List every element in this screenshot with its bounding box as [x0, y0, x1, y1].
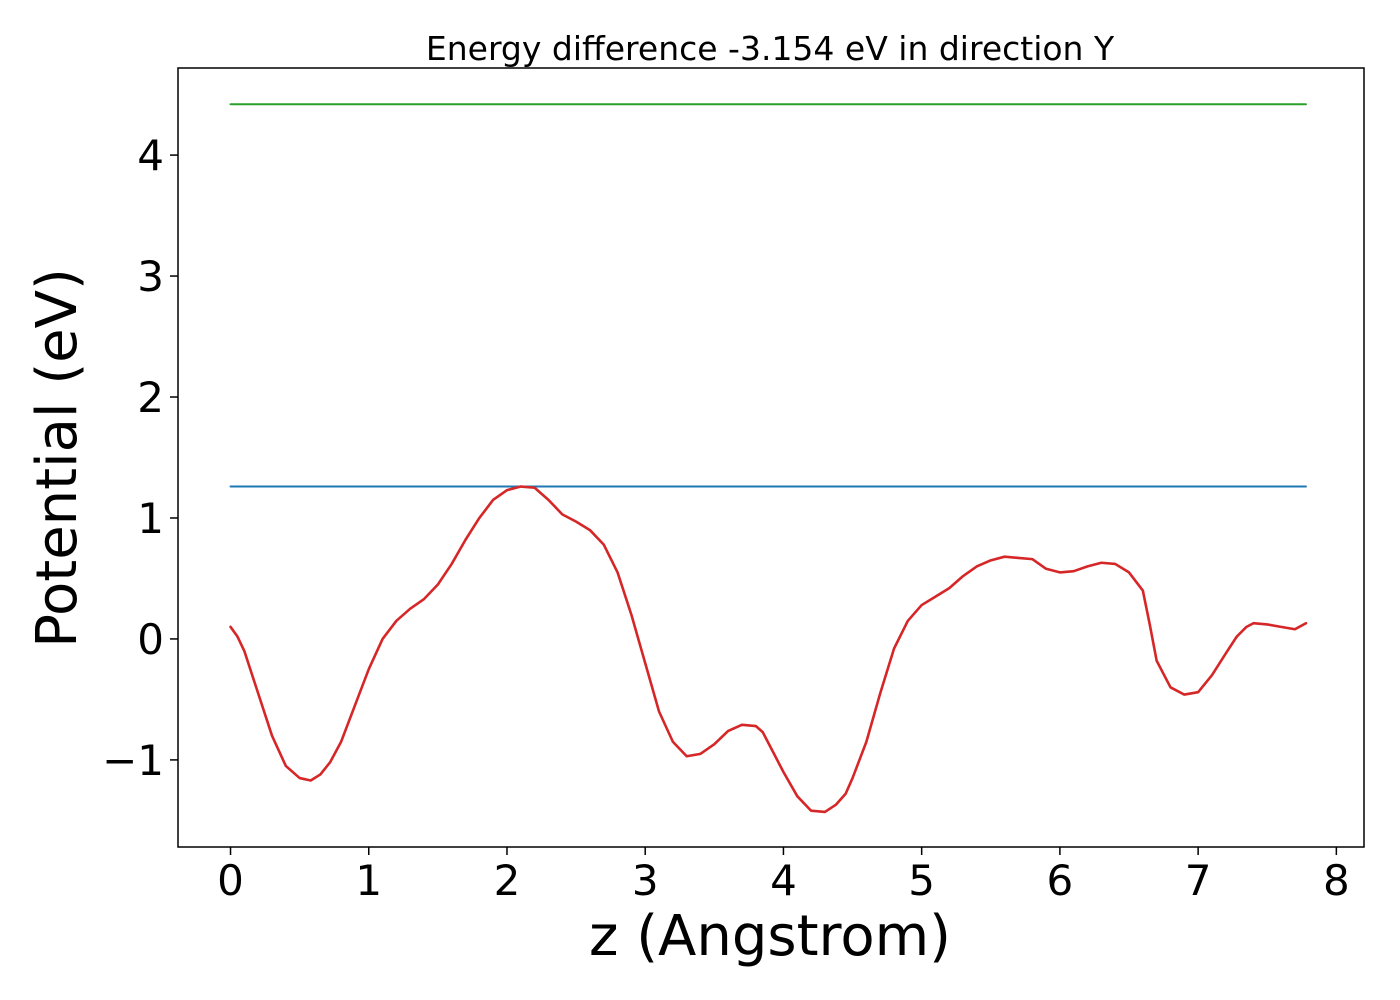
x-tick-label: 1 [355, 856, 382, 905]
x-tick-label: 3 [632, 856, 659, 905]
chart-title: Energy difference -3.154 eV in direction… [426, 29, 1115, 68]
x-tick-label: 6 [1047, 856, 1074, 905]
y-tick-label: 3 [137, 252, 164, 301]
x-tick-label: 4 [770, 856, 797, 905]
x-tick-label: 7 [1185, 856, 1212, 905]
x-tick-label: 2 [494, 856, 521, 905]
y-axis-label: Potential (eV) [25, 268, 90, 648]
series-layer [229, 103, 1308, 814]
x-tick-label: 5 [908, 856, 935, 905]
plot-area-frame [177, 67, 1365, 848]
y-tick-label: 2 [137, 373, 164, 422]
y-tick-label: −1 [102, 736, 164, 785]
y-tick-label: 4 [137, 131, 164, 180]
y-tick-label: 0 [137, 615, 164, 664]
x-axis-label: z (Angstrom) [589, 904, 951, 969]
x-axis: 0 1 2 3 4 5 6 7 8 [217, 847, 1350, 905]
y-tick-label: 1 [137, 494, 164, 543]
x-tick-label: 0 [217, 856, 244, 905]
series-line-3 [229, 485, 1308, 814]
y-axis: −1 0 1 2 3 4 [102, 131, 178, 785]
x-tick-label: 8 [1323, 856, 1350, 905]
